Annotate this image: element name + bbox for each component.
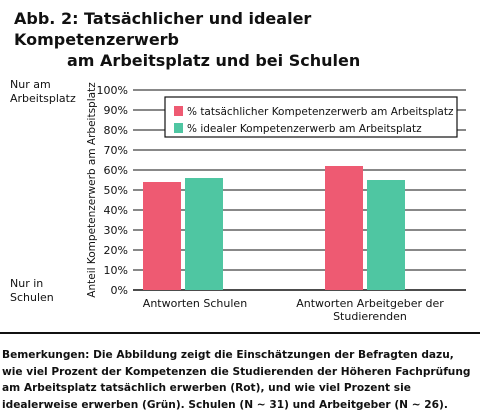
x-category-label: Studierenden [333, 310, 407, 323]
y-tick-label: 10% [104, 264, 128, 277]
y-tick-label: 30% [104, 224, 128, 237]
bar [185, 178, 223, 290]
chart-title: Abb. 2: Tatsächlicher und idealer Kompet… [14, 8, 474, 71]
chart-title-line-1: Abb. 2: Tatsächlicher und idealer Kompet… [14, 9, 312, 49]
legend-swatch [174, 106, 183, 116]
y-axis-label: Anteil Kompetenzerwerb am Arbeitsplatz [86, 82, 98, 298]
x-category-label: Antworten Arbeitgeber der [296, 297, 444, 310]
legend-label: % idealer Kompetenzerwerb am Arbeitsplat… [187, 123, 422, 135]
y-tick-label: 0% [111, 284, 128, 297]
legend-box [164, 96, 458, 138]
divider-line [0, 332, 480, 334]
legend-swatch [174, 123, 183, 133]
bar [143, 182, 181, 290]
y-tick-label: 80% [104, 124, 128, 137]
remarks-text: Bemerkungen: Die Abbildung zeigt die Ein… [2, 349, 471, 411]
y-tick-label: 40% [104, 204, 128, 217]
side-label-bottom: Nur in Schulen [10, 277, 54, 304]
y-tick-label: 90% [104, 104, 128, 117]
side-label-top: Nur am Arbeitsplatz [10, 78, 76, 105]
bar-chart: 0% 10% 20% 30% 40% 50% 60% 70% 80% 90% 100%Anteil … [86, 82, 466, 323]
y-tick-label: 50% [104, 184, 128, 197]
y-tick-label: 70% [104, 144, 128, 157]
y-tick-label: 100% [97, 84, 128, 97]
y-tick-label: 20% [104, 244, 128, 257]
legend-label: % tatsächlicher Kompetenzerwerb am Arbei… [187, 106, 454, 118]
x-category-label: Antworten Schulen [143, 297, 247, 310]
y-tick-label: 60% [104, 164, 128, 177]
bar [325, 166, 363, 290]
chart-title-line-2: am Arbeitsplatz und bei Schulen [67, 51, 361, 70]
bar [367, 180, 405, 290]
